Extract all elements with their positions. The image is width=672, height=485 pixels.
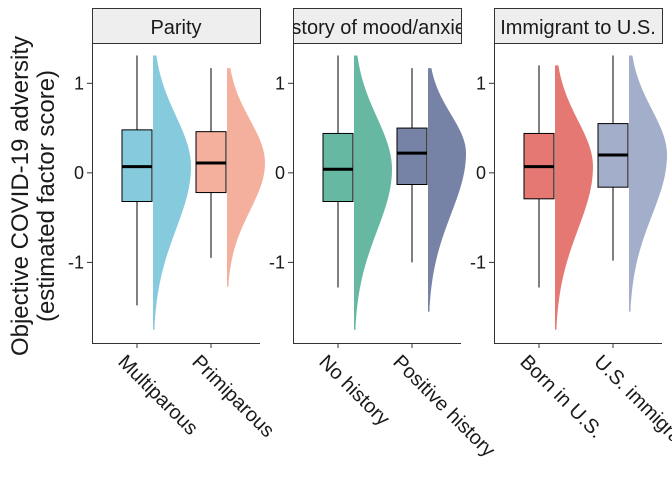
y-tick-label: 1: [476, 73, 486, 93]
group-no-history: [322, 55, 392, 330]
density-half-violin: [428, 68, 466, 312]
y-tick-label: 1: [74, 73, 84, 93]
x-tick-label: Positive history: [388, 351, 499, 462]
density-half-violin: [227, 68, 265, 287]
y-tick-label: -1: [269, 252, 285, 272]
density-half-violin: [555, 65, 593, 330]
strip-label: Parity: [150, 17, 201, 39]
density-half-violin: [629, 55, 667, 312]
y-tick-label: 1: [275, 73, 285, 93]
strip-box: [293, 8, 462, 44]
box-iqr: [396, 127, 428, 185]
density-half-violin: [354, 55, 392, 330]
y-axis-title-line-2: (estimated factor score): [33, 70, 60, 322]
group-primiparous: [195, 68, 265, 287]
y-tick-label: 0: [275, 163, 285, 183]
y-tick-label: -1: [68, 252, 84, 272]
y-axis-title-line-1: Objective COVID-19 adversity: [7, 36, 34, 356]
x-tick-label: No history: [314, 351, 393, 430]
strip-box: [92, 8, 261, 44]
y-tick-label: 0: [476, 163, 486, 183]
strip-label: Immigrant to U.S.: [500, 17, 656, 39]
density-half-violin: [153, 55, 191, 330]
panel-2: History of mood/anxiety 1 0 -1 No historyPos…: [269, 8, 499, 462]
group-positive-history: [396, 68, 466, 312]
x-tick-label: Primiparous: [187, 351, 278, 442]
strip-box: [494, 8, 663, 44]
x-tick-label: U.S. immigrant: [589, 351, 672, 460]
group-born-in-u-s-: [523, 65, 593, 330]
y-tick-label: 0: [74, 163, 84, 183]
group-multiparous: [121, 55, 191, 330]
box-iqr: [322, 132, 354, 203]
y-tick-label: -1: [470, 252, 486, 272]
group-u-s-immigrant: [597, 55, 667, 312]
strip-label: History of mood/anxiety: [273, 17, 482, 39]
